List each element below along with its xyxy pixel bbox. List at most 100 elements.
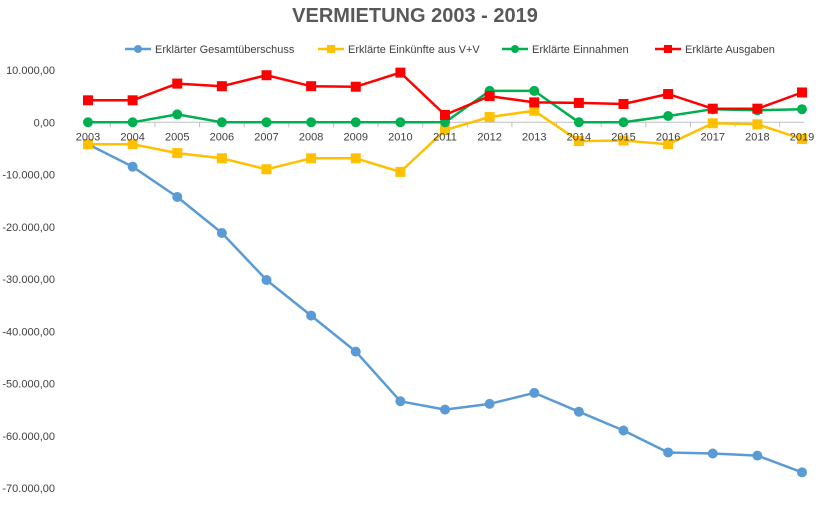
legend-swatch-marker	[664, 45, 672, 53]
x-tick-label: 2013	[522, 131, 546, 143]
data-point	[440, 109, 450, 120]
legend: Erklärter Gesamtüberschuss Erklärte Einkü…	[125, 44, 775, 56]
data-point	[573, 97, 584, 108]
data-point	[216, 228, 227, 239]
data-point	[529, 105, 540, 116]
x-tick-label: 2018	[745, 131, 769, 143]
y-tick-label: -10.000,00	[2, 170, 55, 182]
data-point	[172, 148, 183, 159]
data-point	[707, 118, 718, 129]
x-tick-label: 2014	[567, 131, 591, 143]
data-point	[395, 396, 406, 407]
data-point	[618, 98, 629, 109]
data-point	[261, 275, 272, 286]
data-point	[797, 87, 807, 98]
x-tick-label: 2007	[254, 131, 278, 143]
data-point	[216, 117, 227, 128]
data-point	[172, 109, 183, 120]
data-point	[216, 81, 227, 92]
series-group	[83, 67, 807, 478]
data-point	[707, 448, 718, 459]
data-point	[306, 81, 317, 92]
x-axis: 2003 2004 2005 2006 2007 2008 2009 2010 2011 2012…	[76, 131, 814, 143]
x-tick-label: 2008	[299, 131, 323, 143]
chart-title: VERMIETUNG 2003 - 2019	[292, 5, 538, 27]
data-point	[573, 136, 584, 147]
legend-label: Erklärte Ausgaben	[685, 44, 775, 56]
legend-item-erklaerte-einnahmen: Erklärte Einnahmen	[502, 44, 629, 56]
data-point	[663, 447, 674, 458]
x-tick-label: 2016	[656, 131, 680, 143]
x-tick-label: 2019	[790, 131, 814, 143]
legend-item-erklaerte-ausgaben: Erklärte Ausgaben	[655, 44, 775, 56]
data-point	[216, 153, 227, 164]
data-point	[797, 133, 807, 144]
data-point	[618, 425, 629, 436]
data-point	[440, 125, 450, 136]
x-tick-label: 2012	[477, 131, 501, 143]
y-tick-label: 0,00	[34, 117, 55, 129]
legend-item-erklaerte-einkuenfte-aus-v-v: Erklärte Einkünfte aus V+V	[318, 44, 480, 56]
data-point	[350, 153, 361, 164]
data-point	[573, 406, 584, 417]
data-point	[395, 67, 406, 78]
y-tick-label: -30.000,00	[2, 274, 55, 286]
series-line	[88, 71, 803, 117]
y-axis: 10.000,00 0,00 -10.000,00 -20.000,00 -30.000…	[2, 65, 55, 495]
data-point	[127, 139, 138, 150]
y-tick-label: -50.000,00	[2, 379, 55, 391]
x-tick-label: 2017	[701, 131, 725, 143]
series-erklaerte-einkuenfte-aus-v-v	[83, 105, 807, 177]
data-point	[83, 139, 93, 150]
data-point	[752, 450, 763, 461]
data-point	[529, 97, 540, 108]
data-point	[618, 117, 629, 128]
x-tick-label: 2009	[344, 131, 368, 143]
data-point	[529, 85, 540, 96]
data-point	[127, 95, 138, 106]
data-point	[395, 117, 406, 128]
data-point	[83, 95, 93, 106]
x-tick-label: 2011	[433, 131, 457, 143]
data-point	[573, 117, 584, 128]
series-erklaerter-gesamtueberschuss	[83, 139, 807, 478]
legend-label: Erklärte Einnahmen	[532, 44, 629, 56]
x-tick-label: 2006	[210, 131, 234, 143]
x-tick-label: 2015	[611, 131, 635, 143]
data-point	[618, 135, 629, 146]
data-point	[484, 91, 495, 102]
data-point	[350, 117, 361, 128]
data-point	[127, 161, 138, 172]
data-point	[484, 112, 495, 123]
data-point	[172, 78, 183, 89]
data-point	[663, 139, 674, 150]
data-point	[83, 117, 93, 128]
data-point	[127, 117, 138, 128]
x-tick-label: 2010	[388, 131, 412, 143]
data-point	[261, 164, 272, 175]
data-point	[350, 81, 361, 92]
y-tick-label: -70.000,00	[2, 483, 55, 495]
x-tick-label: 2003	[76, 131, 100, 143]
legend-label: Erklärter Gesamtüberschuss	[155, 44, 295, 56]
data-point	[440, 404, 450, 415]
x-tick-label: 2005	[165, 131, 189, 143]
data-point	[261, 70, 272, 81]
data-point	[663, 89, 674, 100]
legend-swatch-marker	[134, 45, 142, 53]
data-point	[752, 119, 763, 130]
data-point	[261, 117, 272, 128]
legend-label: Erklärte Einkünfte aus V+V	[348, 44, 480, 56]
data-point	[707, 103, 718, 114]
legend-item-erklaerter-gesamtueberschuss: Erklärter Gesamtüberschuss	[125, 44, 295, 56]
data-point	[797, 467, 807, 478]
data-point	[752, 103, 763, 114]
data-point	[484, 398, 495, 409]
y-tick-label: -40.000,00	[2, 326, 55, 338]
y-tick-label: 10.000,00	[6, 65, 55, 77]
x-tick-label: 2004	[120, 131, 144, 143]
data-point	[395, 166, 406, 177]
data-point	[663, 110, 674, 121]
y-tick-label: -20.000,00	[2, 222, 55, 234]
series-erklaerte-ausgaben	[83, 67, 807, 120]
